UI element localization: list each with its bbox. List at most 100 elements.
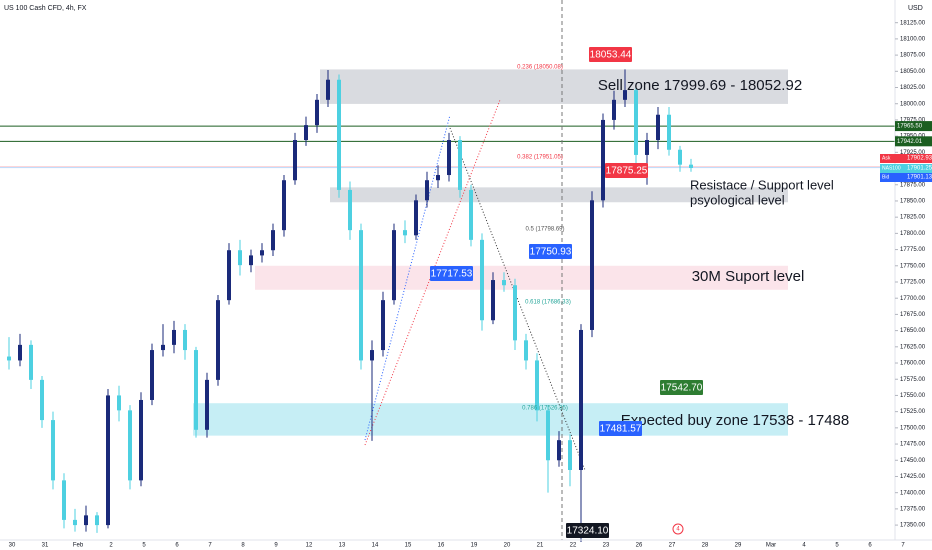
y-tick-label: 17925.00 [900,150,926,156]
candle-body [249,255,253,266]
x-tick-label: 22 [570,543,577,549]
quote-name: Bid [882,174,889,180]
y-tick-label: 18000.00 [900,101,926,107]
callout-box [566,523,609,538]
x-tick-label: 7 [208,543,212,549]
candle-body [458,140,462,190]
x-tick-label: 2 [109,543,113,549]
x-tick-label: 6 [868,543,872,549]
callout-label: 17750.93 [530,247,572,258]
candle-body [18,344,22,361]
candle-body [414,200,418,236]
candle-body [161,344,165,351]
quote-name: NAS100 [882,165,901,171]
fib-label: 0.618 (17686.33) [525,300,571,306]
candle-body [128,410,132,481]
x-tick-label: 19 [471,543,478,549]
x-tick-label: Mar [766,543,776,549]
x-tick-label: 27 [669,543,676,549]
candle-body [381,300,385,351]
candle-body [667,114,671,150]
candle-body [183,329,187,351]
x-tick-label: 9 [274,543,278,549]
callout-label: 17875.25 [606,166,648,177]
fib-label: 0.382 (17951.05) [517,155,563,161]
candle-body [150,350,154,400]
event-marker[interactable] [672,523,684,535]
y-tick-label: 17525.00 [900,409,926,415]
candle-body [337,79,341,190]
candle-body [95,515,99,526]
candle-body [348,189,352,231]
chart-title: US 100 Cash CFD, 4h, FX [4,5,87,12]
candle-body [579,329,583,470]
candle-body [117,395,121,411]
trend-line [449,127,586,471]
callout-box [605,163,648,178]
candle-body [205,379,209,430]
y-tick-label: 17875.00 [900,182,926,188]
zone [320,69,788,104]
y-tick-label: 17550.00 [900,393,926,399]
candle-body [689,164,693,168]
x-tick-label: 8 [241,543,245,549]
candle-body [40,379,44,421]
candle-body [425,180,429,201]
currency: USD [908,5,923,12]
y-tick-label: 17800.00 [900,231,926,237]
x-tick-label: 28 [702,543,709,549]
fib-label: 0.786 (17526.35) [522,406,568,412]
candle-body [392,230,396,301]
candle-body [238,250,242,266]
zone [193,403,788,436]
x-tick-label: 29 [735,543,742,549]
x-tick-label: 14 [372,543,379,549]
candle-body [293,140,297,181]
candle-body [260,250,264,256]
y-tick-label: 17675.00 [900,312,926,318]
candle-body [590,200,594,330]
y-tick-label: 17575.00 [900,377,926,383]
candle-body [656,114,660,141]
candle-body [546,410,550,461]
callout-label: 17481.57 [600,424,642,435]
x-tick-label: 12 [306,543,313,549]
x-tick-label: 13 [339,543,346,549]
candle-body [645,140,649,155]
y-tick-label: 17775.00 [900,247,926,253]
candle-body [612,99,616,120]
quote-value: 17902.93 [907,156,932,162]
candle-body [535,360,539,411]
y-tick-label: 17850.00 [900,199,926,205]
callout-label: 17324.10 [567,526,609,537]
candle-body [634,90,638,155]
y-tick-label: 17750.00 [900,263,926,269]
candle-body [524,340,528,361]
callout-label: 18053.44 [590,50,632,61]
quote-name: Ask [882,155,891,161]
y-tick-label: 17625.00 [900,344,926,350]
price-tag-label: 17942.01 [897,139,923,145]
candle-body [282,180,286,231]
price-tag [895,121,932,132]
candle-body [557,440,561,461]
x-tick-label: 15 [405,543,412,549]
price-tag-label: 17965.50 [897,124,923,130]
candle-body [447,140,451,176]
x-tick-label: 16 [438,543,445,549]
fib-label: 0.5 (17798.69) [525,227,564,233]
candle-body [139,399,143,481]
candle-body [29,344,33,380]
callout-box [599,421,642,436]
y-tick-label: 17450.00 [900,458,926,464]
y-tick-label: 17350.00 [900,523,926,529]
candle-body [469,189,473,240]
x-tick-label: 21 [537,543,544,549]
candle-body [194,350,198,430]
callout-label: 17542.70 [661,383,703,394]
callout-box [589,47,632,62]
candle-body [513,285,517,341]
title-bg [0,0,100,14]
callout-box [529,244,572,259]
